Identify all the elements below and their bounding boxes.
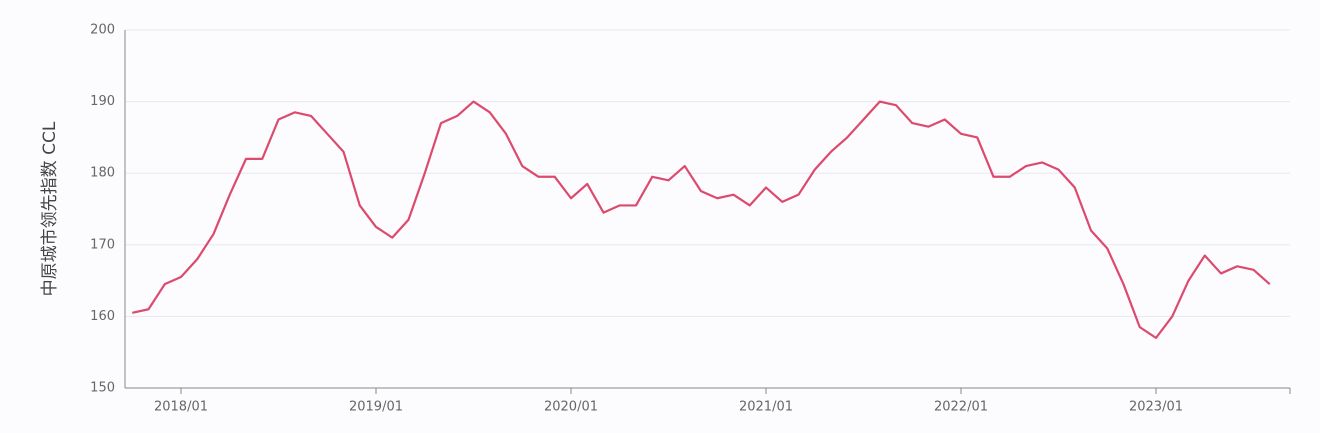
x-tick-label: 2021/01 xyxy=(739,400,793,415)
x-tick-label: 2023/01 xyxy=(1129,400,1183,415)
line-series xyxy=(132,100,1271,339)
x-tick-label: 2018/01 xyxy=(154,400,208,415)
y-tick-label: 180 xyxy=(90,166,115,181)
y-tick-label: 170 xyxy=(90,237,115,252)
y-tick-label: 150 xyxy=(90,381,115,396)
x-tick-label: 2022/01 xyxy=(934,400,988,415)
y-tick-label: 190 xyxy=(90,94,115,109)
y-tick-label: 200 xyxy=(90,23,115,38)
y-tick-label: 160 xyxy=(90,309,115,324)
y-axis-label: 中原城市领先指数 CCL xyxy=(40,121,60,296)
x-tick-label: 2019/01 xyxy=(349,400,403,415)
x-tick-label: 2020/01 xyxy=(544,400,598,415)
